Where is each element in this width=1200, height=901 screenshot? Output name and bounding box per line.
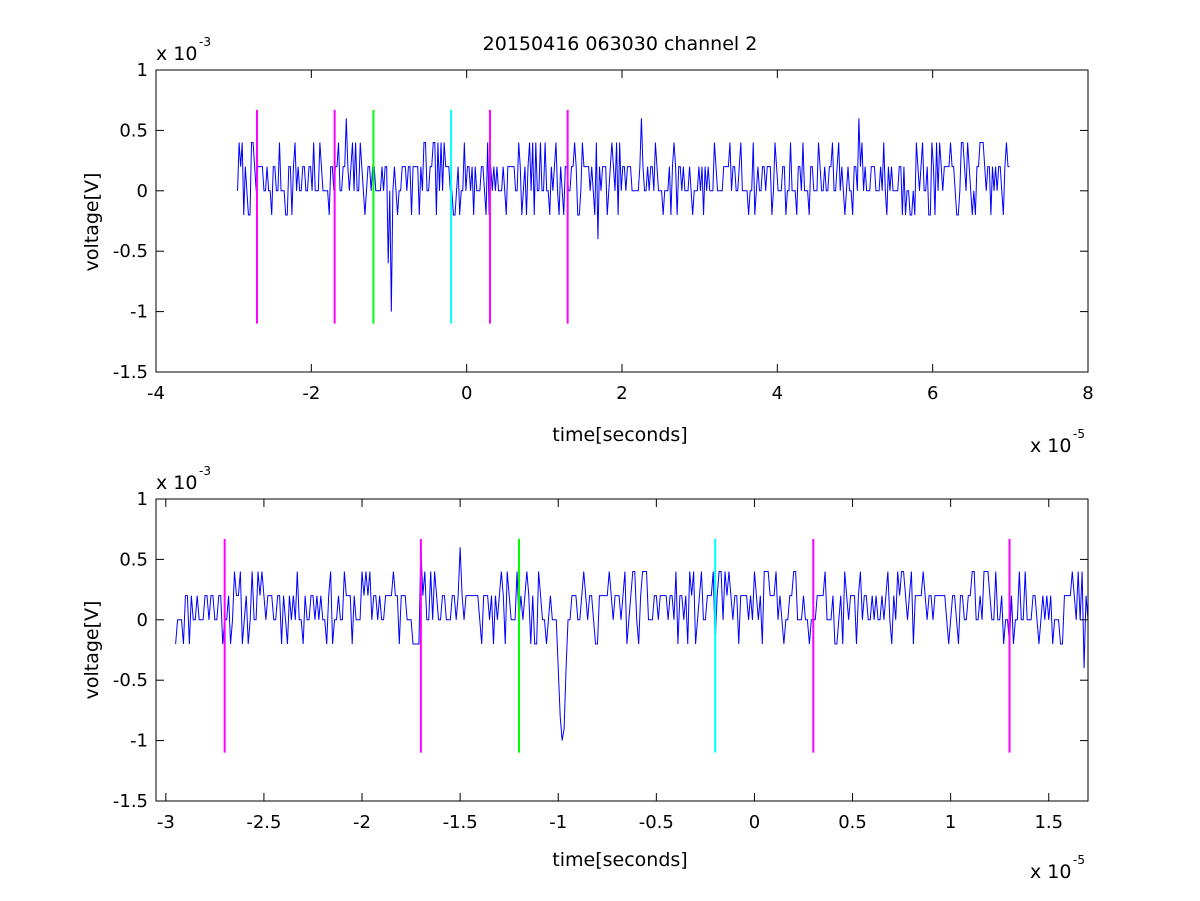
top-subplot: 20150416 063030 channel 2 -1.5 -1 -0.5 0 0.5… bbox=[81, 33, 1094, 457]
top-x-multiplier-exponent: -5 bbox=[1073, 427, 1085, 441]
y-tick-label: -0.5 bbox=[113, 241, 148, 262]
x-tick-label: 0 bbox=[749, 812, 760, 833]
x-tick-label: -2 bbox=[302, 383, 320, 404]
x-tick-label: 0.5 bbox=[838, 812, 867, 833]
bottom-axes-frame bbox=[155, 498, 1089, 802]
x-tick-label: -4 bbox=[147, 383, 165, 404]
top-axes-frame bbox=[155, 69, 1089, 373]
y-tick-label: 0 bbox=[137, 181, 148, 202]
top-x-multiplier: x 10 -5 bbox=[1030, 427, 1085, 457]
bottom-x-multiplier: x 10 -5 bbox=[1030, 853, 1085, 883]
x-tick-label: -3 bbox=[157, 812, 175, 833]
top-y-axis-label: voltage[V] bbox=[81, 173, 103, 272]
bottom-y-ticks: -1.5 -1 -0.5 0 0.5 1 bbox=[113, 489, 1088, 812]
x-tick-label: 1 bbox=[945, 812, 956, 833]
y-tick-label: 1 bbox=[137, 60, 148, 81]
x-tick-label: -2.5 bbox=[246, 812, 281, 833]
y-tick-label: -0.5 bbox=[113, 670, 148, 691]
top-y-ticks: -1.5 -1 -0.5 0 0.5 1 bbox=[113, 60, 1088, 383]
bottom-subplot: -1.5 -1 -0.5 0 0.5 1 -3 -2.5 -2 -1.5 -1 -0.5 0 0.5 1 1… bbox=[81, 464, 1089, 883]
x-tick-label: -1.5 bbox=[443, 812, 478, 833]
y-tick-label: -1 bbox=[130, 731, 148, 752]
y-tick-label: -1.5 bbox=[113, 791, 148, 812]
x-tick-label: 8 bbox=[1082, 383, 1093, 404]
bottom-x-multiplier-exponent: -5 bbox=[1073, 853, 1085, 867]
y-tick-label: 1 bbox=[137, 489, 148, 510]
top-plot-area bbox=[237, 109, 1010, 324]
x-tick-label: 2 bbox=[616, 383, 627, 404]
bottom-x-axis-label: time[seconds] bbox=[552, 849, 687, 871]
x-tick-label: -1 bbox=[549, 812, 567, 833]
x-tick-label: -0.5 bbox=[639, 812, 674, 833]
y-tick-label: 0.5 bbox=[119, 549, 148, 570]
x-tick-label: 6 bbox=[927, 383, 938, 404]
top-y-multiplier-exponent: -3 bbox=[199, 35, 211, 49]
top-x-multiplier-base: x 10 bbox=[1030, 435, 1071, 457]
y-tick-label: -1 bbox=[130, 302, 148, 323]
top-y-multiplier-base: x 10 bbox=[156, 43, 197, 65]
top-x-ticks: -4 -2 0 2 4 6 8 bbox=[147, 70, 1094, 404]
y-tick-label: 0 bbox=[137, 610, 148, 631]
bottom-x-multiplier-base: x 10 bbox=[1030, 861, 1071, 883]
voltage-trace bbox=[175, 547, 1089, 741]
top-x-axis-label: time[seconds] bbox=[552, 424, 687, 446]
y-tick-label: 0.5 bbox=[119, 120, 148, 141]
bottom-y-multiplier: x 10 -3 bbox=[156, 464, 211, 494]
x-tick-label: 1.5 bbox=[1034, 812, 1063, 833]
x-tick-label: 0 bbox=[461, 383, 472, 404]
bottom-y-multiplier-exponent: -3 bbox=[199, 464, 211, 478]
bottom-x-ticks: -3 -2.5 -2 -1.5 -1 -0.5 0 0.5 1 1.5 bbox=[157, 499, 1063, 833]
voltage-trace bbox=[237, 118, 1010, 312]
bottom-plot-area bbox=[175, 538, 1089, 753]
y-tick-label: -1.5 bbox=[113, 362, 148, 383]
top-y-multiplier: x 10 -3 bbox=[156, 35, 211, 65]
x-tick-label: -2 bbox=[353, 812, 371, 833]
x-tick-label: 4 bbox=[772, 383, 783, 404]
bottom-y-multiplier-base: x 10 bbox=[156, 472, 197, 494]
chart-title: 20150416 063030 channel 2 bbox=[483, 33, 758, 55]
bottom-y-axis-label: voltage[V] bbox=[81, 601, 103, 700]
